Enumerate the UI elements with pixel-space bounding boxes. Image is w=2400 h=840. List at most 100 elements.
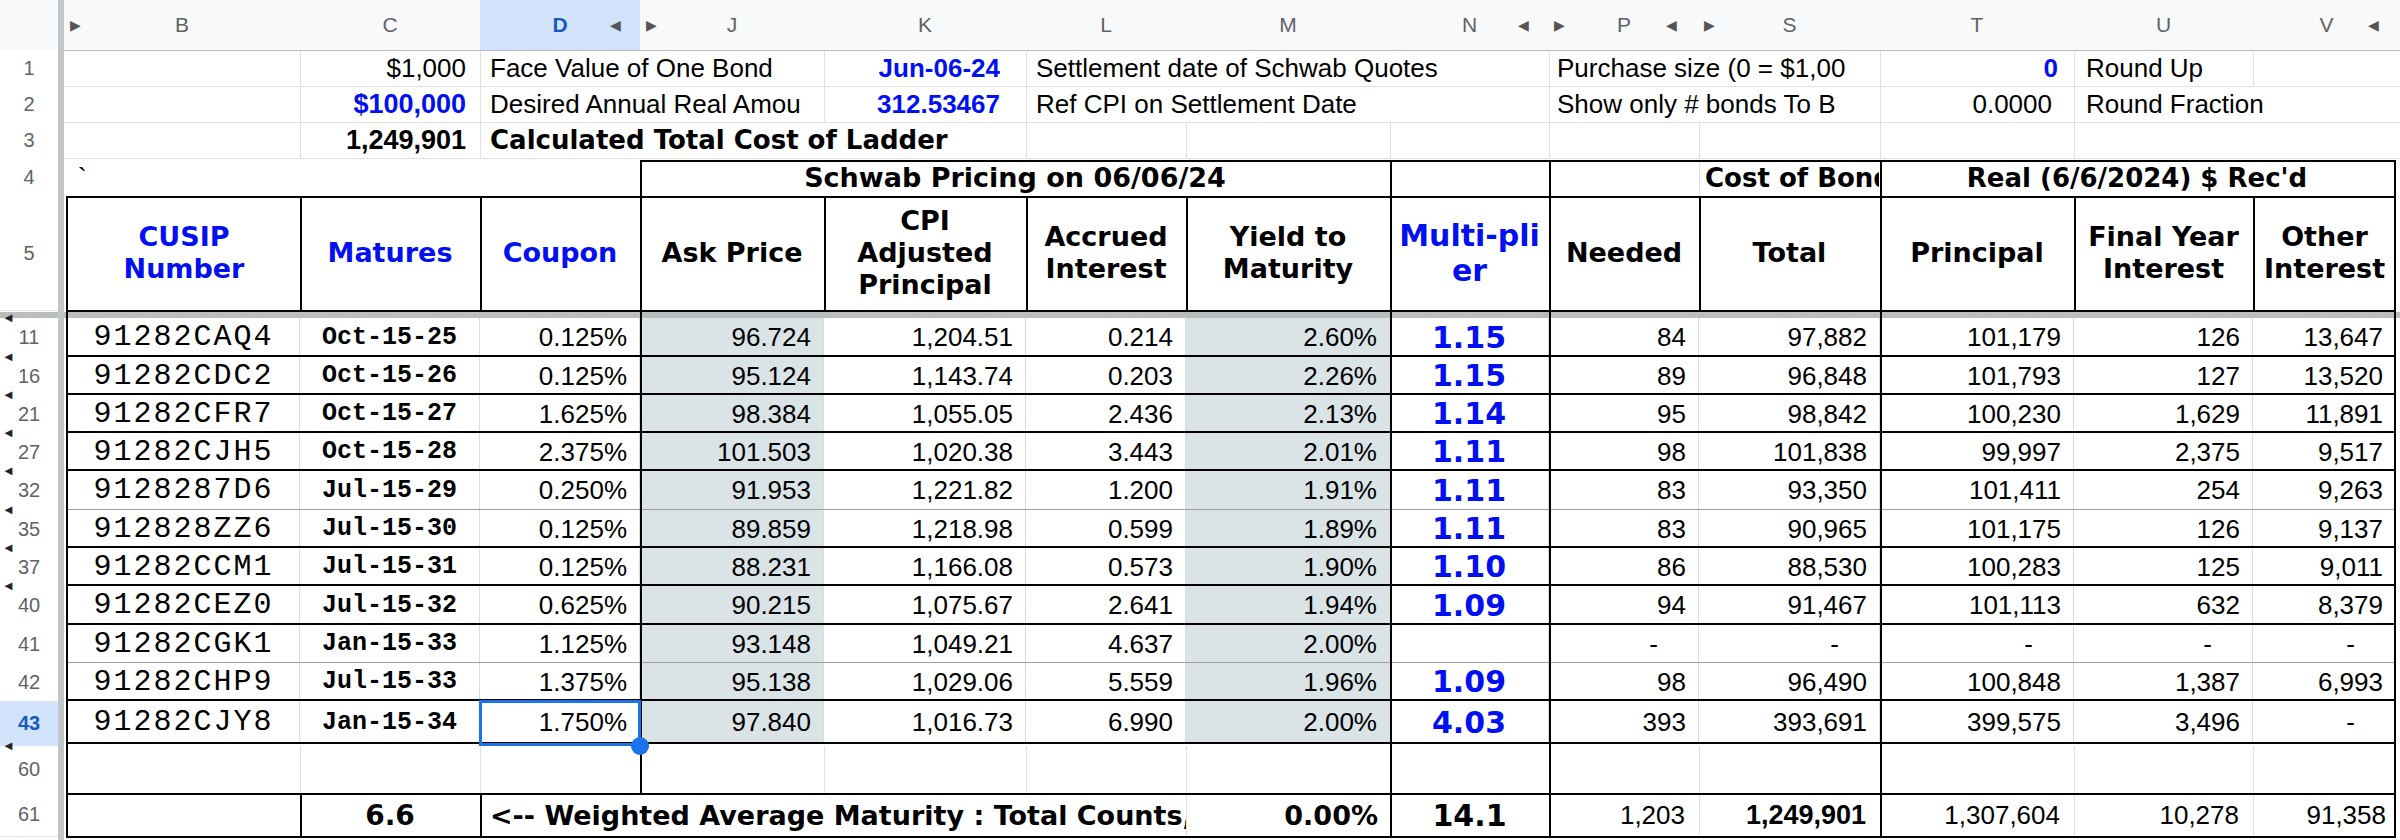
cell-43-mult[interactable]: 4.03 [1390,701,1549,742]
cell-11-needed[interactable]: 84 [1549,318,1699,355]
table-header-matures[interactable]: Matures [300,196,480,310]
cell-16-accrued[interactable]: 0.203 [1026,357,1186,393]
cell-40-principal[interactable]: 101,113 [1880,586,2074,623]
cell-27-total[interactable]: 101,838 [1699,433,1880,469]
cell-L2[interactable]: Ref CPI on Settlement Date [1036,86,1544,122]
hidden-cols-icon[interactable]: ◀ [1518,0,1529,50]
hidden-rows-icon[interactable]: ◄ [2,739,15,752]
hidden-rows-icon[interactable]: ◄ [2,541,15,554]
real-received-header[interactable]: Real (6/6/2024) $ Rec'd [1880,160,2394,196]
cell-32-accrued[interactable]: 1.200 [1026,471,1186,509]
hidden-cols-icon[interactable]: ▶ [70,0,81,50]
cell-37-accrued[interactable]: 0.573 [1026,548,1186,584]
cell-42-needed[interactable]: 98 [1549,663,1699,699]
cell-C2[interactable]: $100,000 [300,86,466,122]
cell-P2[interactable]: Show only # bonds To B [1557,86,1879,122]
cell-37-other[interactable]: 9,011 [2253,548,2396,584]
cell-21-matures[interactable]: Oct-15-27 [300,395,480,431]
cell-40-matures[interactable]: Jul-15-32 [300,586,480,623]
cell-27-cpi[interactable]: 1,020.38 [824,433,1026,469]
schwab-pricing-header[interactable]: Schwab Pricing on 06/06/24 [642,160,1388,196]
cell-27-fyi[interactable]: 2,375 [2074,433,2253,469]
row-header-61[interactable]: 61 [0,793,58,836]
cell-35-fyi[interactable]: 126 [2074,510,2253,546]
cell-35-total[interactable]: 90,965 [1699,510,1880,546]
cell-D1[interactable]: Face Value of One Bond [490,50,820,86]
cell-37-principal[interactable]: 100,283 [1880,548,2074,584]
cell-21-yield[interactable]: 2.13% [1186,395,1390,431]
cell-21-fyi[interactable]: 1,629 [2074,395,2253,431]
cell-40-ask[interactable]: 90.215 [640,586,824,623]
hidden-cols-icon[interactable]: ▶ [1554,0,1565,50]
cell-27-cusip[interactable]: 91282CJH5 [68,433,300,469]
cell-C61-wam-years[interactable]: 6.6 [300,795,480,836]
cell-35-matures[interactable]: Jul-15-30 [300,510,480,546]
row-header-42[interactable]: 42 [0,663,58,701]
cell-16-cpi[interactable]: 1,143.74 [824,357,1026,393]
cell-32-fyi[interactable]: 254 [2074,471,2253,509]
cell-11-other[interactable]: 13,647 [2253,318,2396,355]
table-header-cusip[interactable]: CUSIP Number [68,196,300,310]
cell-11-total[interactable]: 97,882 [1699,318,1880,355]
cell-21-total[interactable]: 98,842 [1699,395,1880,431]
cell-41-total[interactable]: - [1699,625,1880,662]
cell-40-cpi[interactable]: 1,075.67 [824,586,1026,623]
cell-40-fyi[interactable]: 632 [2074,586,2253,623]
cell-N61-total-multiplier[interactable]: 14.1 [1390,795,1549,836]
cell-11-yield[interactable]: 2.60% [1186,318,1390,355]
cell-40-mult[interactable]: 1.09 [1390,586,1549,623]
cell-21-cpi[interactable]: 1,055.05 [824,395,1026,431]
cell-35-principal[interactable]: 101,175 [1880,510,2074,546]
cell-37-ask[interactable]: 88.231 [640,548,824,584]
cell-16-fyi[interactable]: 127 [2074,357,2253,393]
hidden-rows-icon[interactable]: ◄ [2,311,15,324]
cell-27-matures[interactable]: Oct-15-28 [300,433,480,469]
row-header-5[interactable]: 5 [0,196,58,310]
cell-37-cusip[interactable]: 91282CCM1 [68,548,300,584]
cell-43-other[interactable]: - [2253,701,2396,742]
cell-42-total[interactable]: 96,490 [1699,663,1880,699]
cell-37-matures[interactable]: Jul-15-31 [300,548,480,584]
cell-27-yield[interactable]: 2.01% [1186,433,1390,469]
cell-16-needed[interactable]: 89 [1549,357,1699,393]
cell-37-fyi[interactable]: 125 [2074,548,2253,584]
cell-43-fyi[interactable]: 3,496 [2074,701,2253,742]
column-header-M[interactable]: M [1186,0,1390,50]
cell-27-coupon[interactable]: 2.375% [480,433,640,469]
cell-43-ask[interactable]: 97.840 [640,701,824,742]
cell-32-total[interactable]: 93,350 [1699,471,1880,509]
cell-32-cusip[interactable]: 9128287D6 [68,471,300,509]
cell-11-coupon[interactable]: 0.125% [480,318,640,355]
cell-37-needed[interactable]: 86 [1549,548,1699,584]
cell-43-cpi[interactable]: 1,016.73 [824,701,1026,742]
column-header-C[interactable]: C [300,0,480,50]
row-header-3[interactable]: 3 [0,122,58,158]
cell-V61-total-other[interactable]: 91,358 [2253,795,2386,836]
cell-21-coupon[interactable]: 1.625% [480,395,640,431]
cell-40-accrued[interactable]: 2.641 [1026,586,1186,623]
cell-27-accrued[interactable]: 3.443 [1026,433,1186,469]
cell-C3[interactable]: 1,249,901 [300,122,466,158]
table-header-coupon[interactable]: Coupon [480,196,640,310]
cell-35-yield[interactable]: 1.89% [1186,510,1390,546]
cell-32-mult[interactable]: 1.11 [1390,471,1549,509]
cell-41-ask[interactable]: 93.148 [640,625,824,662]
cell-27-principal[interactable]: 99,997 [1880,433,2074,469]
cell-41-fyi[interactable]: - [2074,625,2253,662]
cell-37-total[interactable]: 88,530 [1699,548,1880,584]
cell-16-principal[interactable]: 101,793 [1880,357,2074,393]
table-header-fyi[interactable]: Final Year Interest [2074,196,2253,310]
cell-11-cusip[interactable]: 91282CAQ4 [68,318,300,355]
cell-41-coupon[interactable]: 1.125% [480,625,640,662]
cell-T1[interactable]: 0 [1880,50,2058,86]
cell-43-yield[interactable]: 2.00% [1186,701,1390,742]
cell-27-ask[interactable]: 101.503 [640,433,824,469]
cell-42-other[interactable]: 6,993 [2253,663,2396,699]
cell-41-cpi[interactable]: 1,049.21 [824,625,1026,662]
column-header-L[interactable]: L [1026,0,1186,50]
cell-11-matures[interactable]: Oct-15-25 [300,318,480,355]
row-header-4[interactable]: 4 [0,158,58,196]
table-header-other[interactable]: Other Interest [2253,196,2396,310]
cell-42-yield[interactable]: 1.96% [1186,663,1390,699]
cell-43-cusip[interactable]: 91282CJY8 [68,701,300,742]
